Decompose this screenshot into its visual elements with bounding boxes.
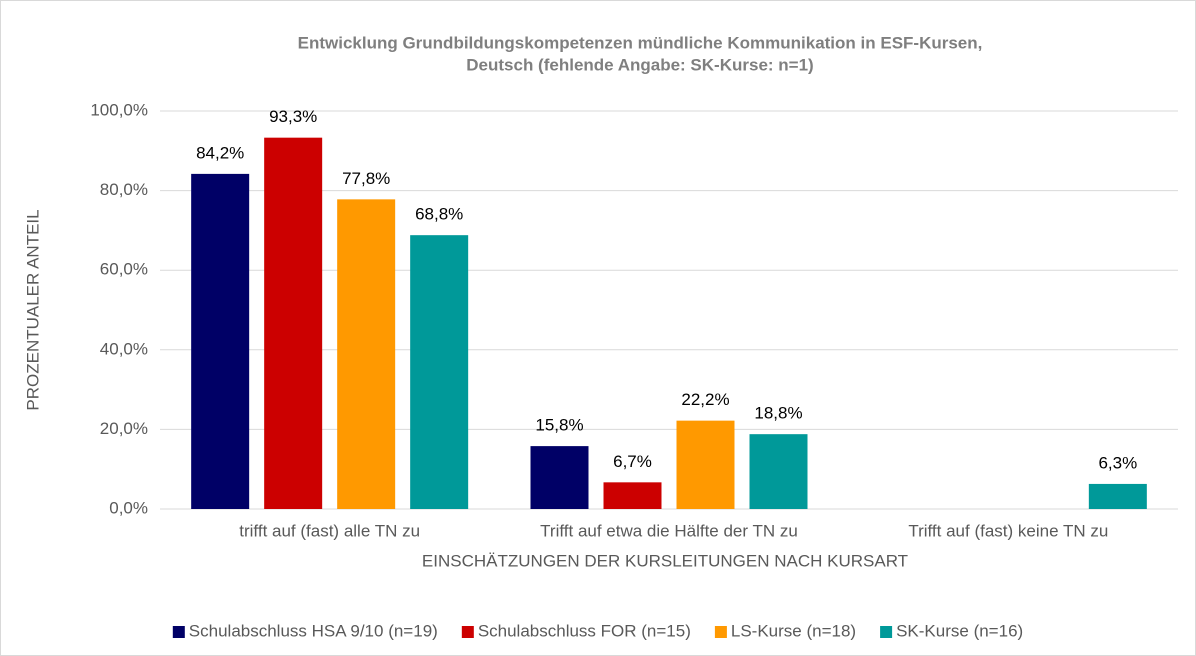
- data-label: 6,3%: [1098, 453, 1137, 472]
- legend-swatch: [461, 626, 474, 638]
- bar: [530, 446, 589, 509]
- x-tick-label: Trifft auf etwa die Hälfte der TN zu: [540, 521, 798, 540]
- x-tick-label: Trifft auf (fast) keine TN zu: [908, 521, 1108, 540]
- bar: [410, 235, 469, 509]
- data-label: 18,8%: [754, 404, 802, 423]
- legend-label: Schulabschluss FOR (n=15): [478, 621, 691, 640]
- x-tick-label: trifft auf (fast) alle TN zu: [239, 521, 420, 540]
- bar: [749, 434, 808, 509]
- chart-title: Entwicklung Grundbildungskompetenzen mün…: [298, 33, 983, 52]
- y-tick-label: 20,0%: [100, 419, 148, 438]
- data-label: 22,2%: [681, 390, 729, 409]
- bar: [191, 173, 250, 509]
- data-label: 93,3%: [269, 107, 317, 126]
- legend-label: LS-Kurse (n=18): [731, 621, 856, 640]
- data-label: 68,8%: [415, 205, 463, 224]
- y-tick-label: 60,0%: [100, 260, 148, 279]
- legend-label: Schulabschluss HSA 9/10 (n=19): [189, 621, 438, 640]
- chart-title: Deutsch (fehlende Angabe: SK-Kurse: n=1): [466, 55, 813, 74]
- bar: [337, 199, 396, 509]
- data-label: 6,7%: [613, 452, 652, 471]
- y-tick-label: 80,0%: [100, 180, 148, 199]
- data-label: 77,8%: [342, 169, 390, 188]
- legend-label: SK-Kurse (n=16): [896, 621, 1023, 640]
- y-tick-label: 40,0%: [100, 339, 148, 358]
- bar: [676, 420, 735, 509]
- y-axis-label: PROZENTUALER ANTEIL: [23, 209, 42, 410]
- y-tick-label: 0,0%: [109, 498, 148, 517]
- bar: [603, 482, 662, 509]
- bar: [264, 137, 323, 509]
- legend-swatch: [880, 626, 893, 638]
- x-axis-label: EINSCHÄTZUNGEN DER KURSLEITUNGEN NACH KU…: [422, 551, 908, 570]
- legend-swatch: [714, 626, 727, 638]
- data-label: 84,2%: [196, 143, 244, 162]
- legend-swatch: [172, 626, 185, 638]
- y-tick-label: 100,0%: [90, 100, 148, 119]
- bar: [1088, 483, 1147, 509]
- data-label: 15,8%: [535, 416, 583, 435]
